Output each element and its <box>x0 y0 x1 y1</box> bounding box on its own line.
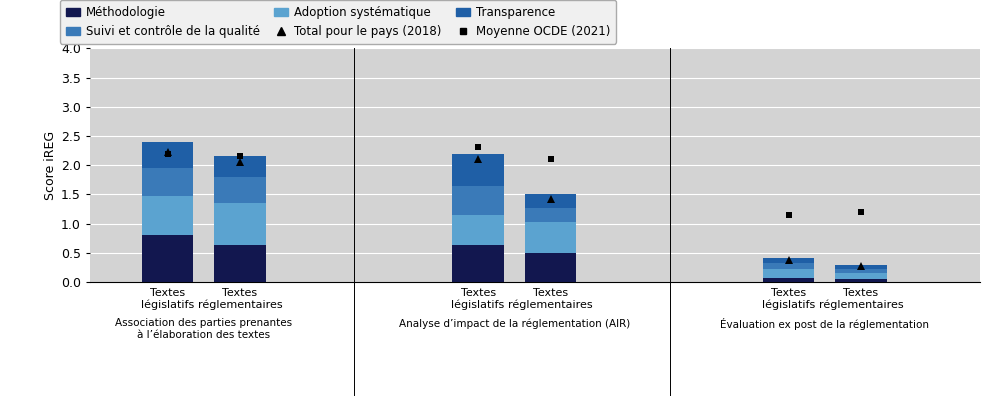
Bar <box>835 265 887 269</box>
Text: Analyse d’impact de la réglementation (AIR): Analyse d’impact de la réglementation (A… <box>399 318 630 329</box>
Bar <box>763 258 814 264</box>
Bar <box>835 269 887 273</box>
Y-axis label: Score iREG: Score iREG <box>44 131 57 200</box>
Bar <box>525 253 576 282</box>
Bar <box>142 235 193 282</box>
Bar <box>142 168 193 195</box>
Bar <box>835 273 887 278</box>
Bar <box>763 269 814 278</box>
Bar <box>142 195 193 235</box>
Bar <box>525 208 576 222</box>
Bar <box>452 215 504 245</box>
Bar <box>525 222 576 253</box>
Bar <box>214 203 266 245</box>
Bar <box>214 177 266 203</box>
Bar <box>452 154 504 186</box>
Bar <box>763 264 814 269</box>
Bar <box>835 278 887 282</box>
Bar <box>214 156 266 177</box>
Legend: Méthodologie, Suivi et contrôle de la qualité, Adoption systématique, Total pour: Méthodologie, Suivi et contrôle de la qu… <box>60 0 616 44</box>
Bar <box>142 142 193 168</box>
Bar <box>525 195 576 208</box>
Text: Association des parties prenantes
à l’élaboration des textes: Association des parties prenantes à l’él… <box>115 318 292 340</box>
Bar <box>763 278 814 282</box>
Bar <box>452 186 504 215</box>
Bar <box>452 245 504 282</box>
Bar <box>214 245 266 282</box>
Text: Évaluation ex post de la réglementation: Évaluation ex post de la réglementation <box>720 318 929 330</box>
